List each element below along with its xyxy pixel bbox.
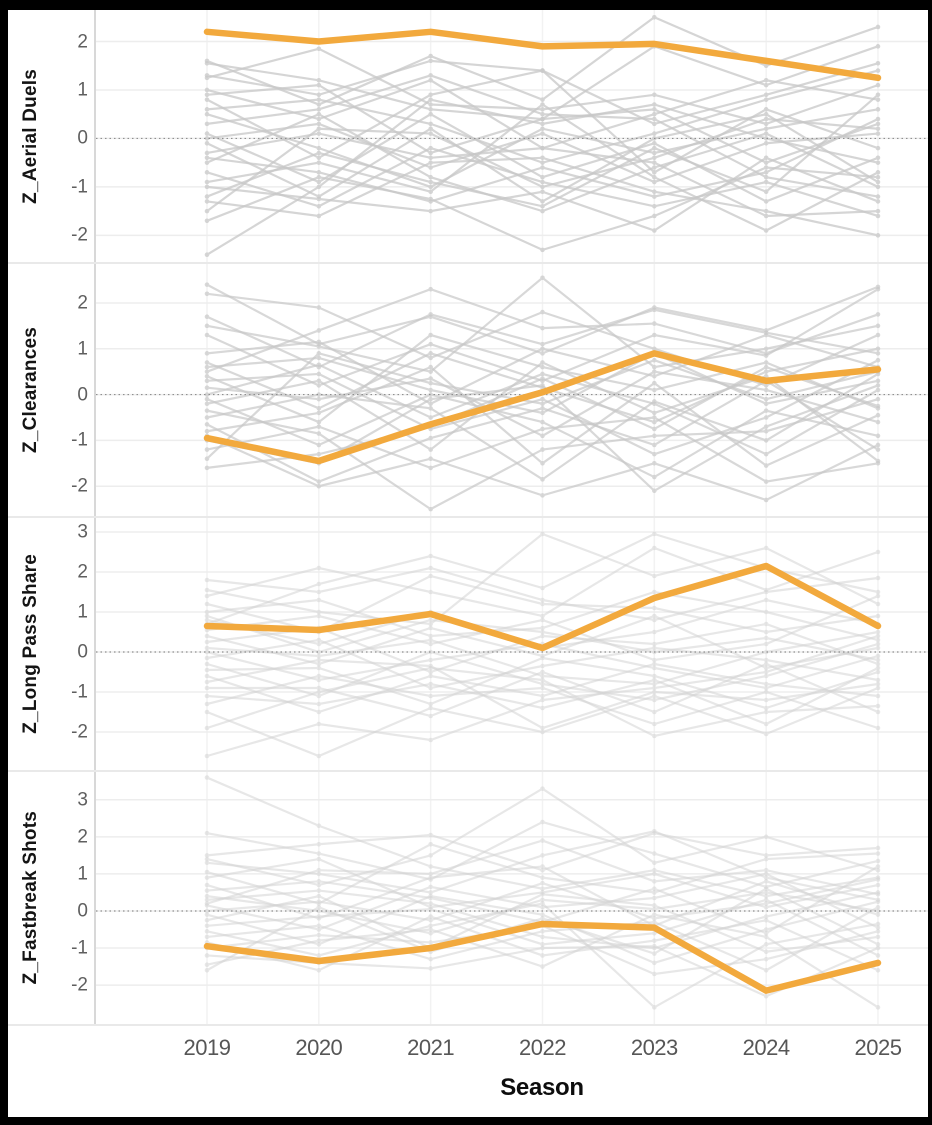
x-tick-label: 2020 bbox=[295, 1035, 343, 1060]
y-axis-title-column: Z_Fastbreak Shots bbox=[8, 772, 54, 1024]
facet-panel: Z_Fastbreak Shots 3 2 1 0 -1 -2 bbox=[8, 770, 928, 1024]
y-tick-label: 3 bbox=[77, 789, 88, 811]
y-tick-label: -2 bbox=[71, 475, 88, 497]
y-tick-label: -1 bbox=[71, 681, 88, 703]
plot-svg bbox=[96, 10, 928, 262]
y-tick-label: 1 bbox=[77, 79, 88, 101]
y-axis-title: Z_Aerial Duels bbox=[20, 68, 41, 204]
y-tick-label: 1 bbox=[77, 601, 88, 623]
plot-svg bbox=[96, 518, 928, 770]
y-tick-label: -1 bbox=[71, 176, 88, 198]
y-tick-label: 1 bbox=[77, 338, 88, 360]
y-axis-ticks: 3 2 1 0 -1 -2 bbox=[54, 518, 94, 770]
y-tick-label: 2 bbox=[77, 31, 88, 52]
y-axis-title-column: Z_Clearances bbox=[8, 264, 54, 516]
facet-panel: Z_Long Pass Share 3 2 1 0 -1 -2 bbox=[8, 516, 928, 770]
x-axis-labels: 2019 2020 2021 2022 2023 2024 2025 bbox=[96, 1026, 928, 1072]
plot-svg bbox=[96, 264, 928, 516]
x-tick-label: 2021 bbox=[407, 1035, 455, 1060]
plot-svg bbox=[96, 772, 928, 1024]
y-axis-title: Z_Long Pass Share bbox=[20, 554, 41, 734]
panel-plot bbox=[94, 10, 928, 262]
facet-panel: Z_Clearances 2 1 0 -1 -2 bbox=[8, 262, 928, 516]
y-axis-ticks: 3 2 1 0 -1 -2 bbox=[54, 772, 94, 1024]
y-tick-label: -2 bbox=[71, 721, 88, 743]
y-axis-title-column: Z_Aerial Duels bbox=[8, 10, 54, 262]
x-tick-label: 2024 bbox=[742, 1035, 790, 1060]
y-tick-label: 2 bbox=[77, 826, 88, 848]
y-tick-label: -1 bbox=[71, 429, 88, 451]
x-tick-label: 2025 bbox=[854, 1035, 902, 1060]
panels: Z_Aerial Duels 2 1 0 -1 -2 Z_Clearances 2 1 0 -… bbox=[8, 10, 928, 1026]
y-tick-label: -2 bbox=[71, 224, 88, 246]
y-tick-label: 0 bbox=[77, 384, 88, 406]
y-axis-ticks: 2 1 0 -1 -2 bbox=[54, 10, 94, 262]
y-axis-title: Z_Fastbreak Shots bbox=[20, 811, 41, 985]
facet-panel: Z_Aerial Duels 2 1 0 -1 -2 bbox=[8, 10, 928, 262]
y-axis-ticks: 2 1 0 -1 -2 bbox=[54, 264, 94, 516]
y-axis-title: Z_Clearances bbox=[20, 327, 41, 453]
y-tick-label: -2 bbox=[71, 974, 88, 996]
panel-plot bbox=[94, 264, 928, 516]
y-axis-title-column: Z_Long Pass Share bbox=[8, 518, 54, 770]
y-tick-label: 0 bbox=[77, 127, 88, 149]
panel-plot bbox=[94, 772, 928, 1024]
x-tick-label: 2019 bbox=[183, 1035, 231, 1060]
y-tick-label: 0 bbox=[77, 641, 88, 663]
y-tick-label: -1 bbox=[71, 937, 88, 959]
y-tick-label: 0 bbox=[77, 900, 88, 922]
x-axis-title: Season bbox=[500, 1074, 584, 1101]
y-tick-label: 2 bbox=[77, 292, 88, 314]
x-tick-label: 2023 bbox=[630, 1035, 678, 1060]
y-tick-label: 1 bbox=[77, 863, 88, 885]
panel-plot bbox=[94, 518, 928, 770]
z-score-trend-chart: Z_Aerial Duels 2 1 0 -1 -2 Z_Clearances 2 1 0 -… bbox=[8, 10, 928, 1117]
y-tick-label: 3 bbox=[77, 521, 88, 543]
y-tick-label: 2 bbox=[77, 561, 88, 583]
x-axis-title-row: Season bbox=[96, 1072, 928, 1112]
x-tick-label: 2022 bbox=[519, 1035, 566, 1060]
